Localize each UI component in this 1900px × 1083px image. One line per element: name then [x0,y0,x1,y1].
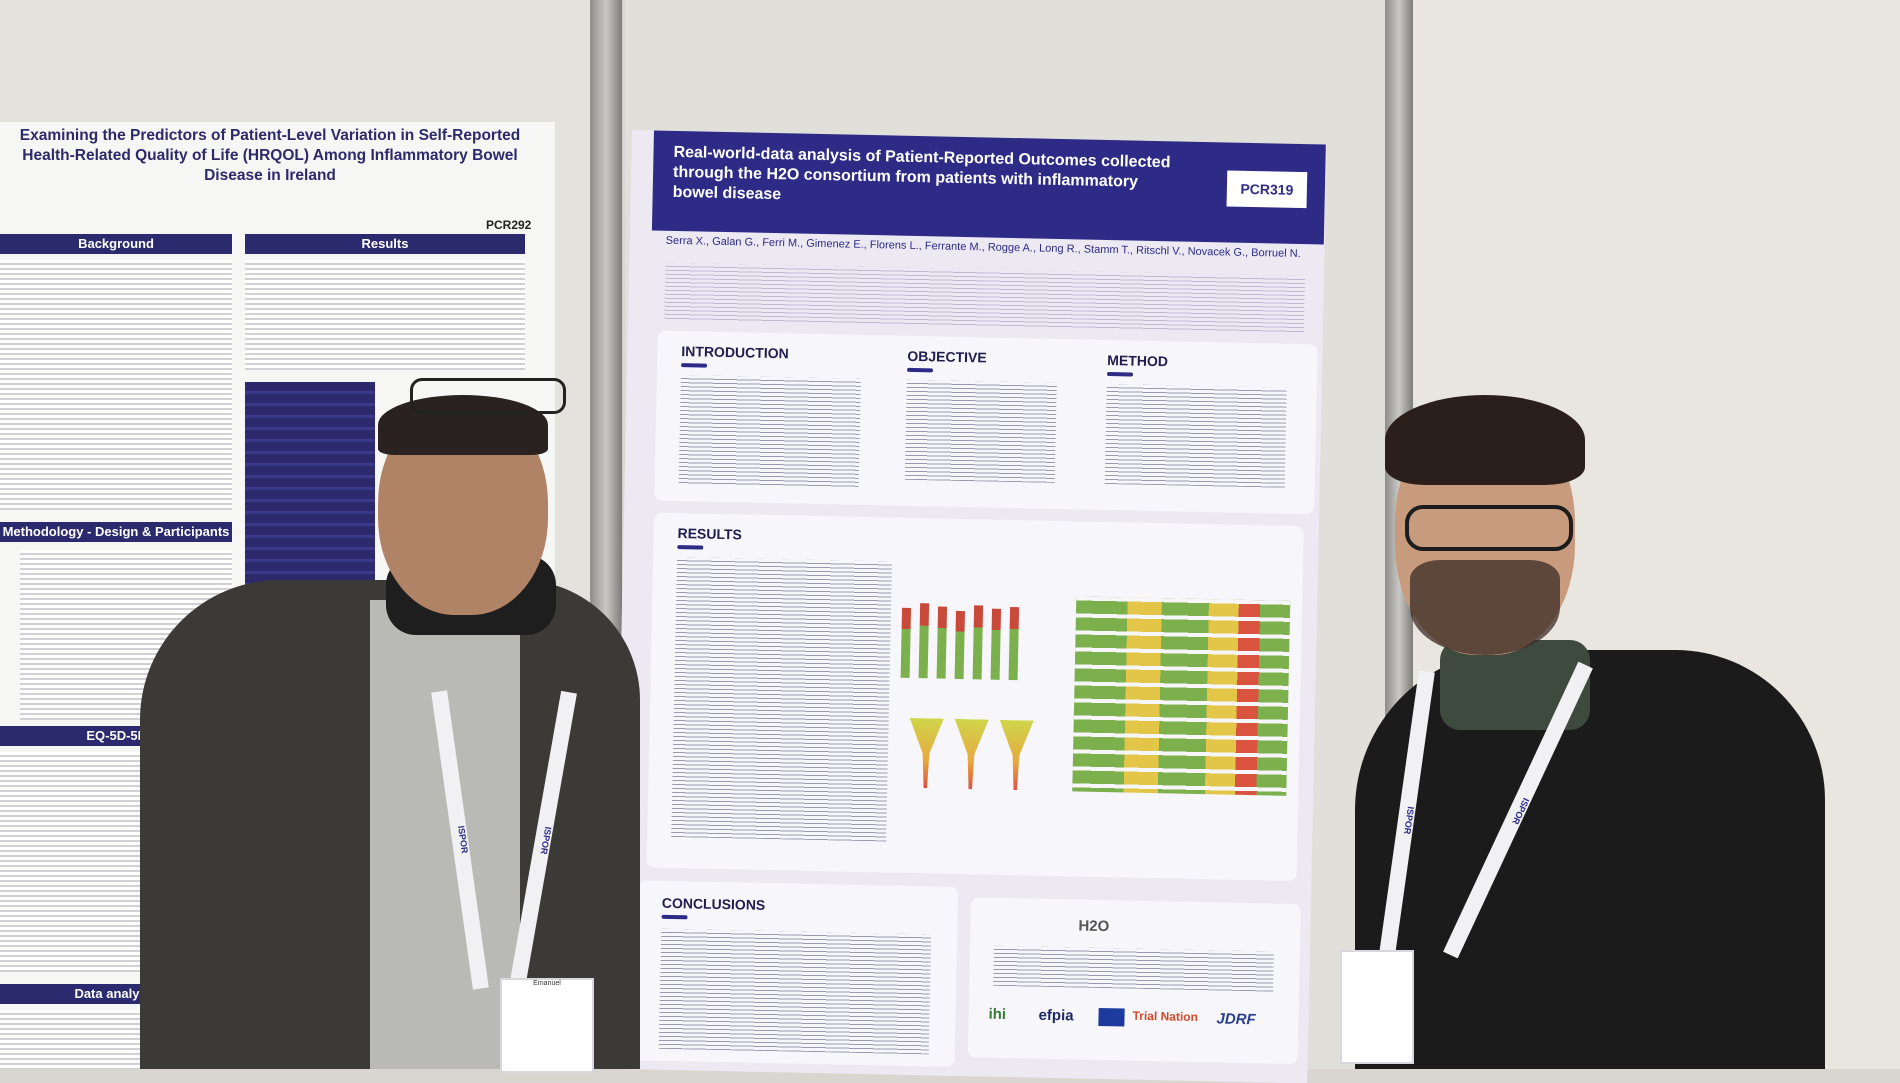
conclusions-panel: CONCLUSIONS [634,880,959,1067]
method-underline [1106,372,1134,377]
badge-name: Emanuel [533,980,561,987]
left-person-shirt [370,600,520,1069]
eu-flag-icon [1098,1007,1125,1027]
remission-bar [1008,607,1020,681]
trial-nation-logo: Trial Nation [1132,1008,1199,1025]
section-results: Results [245,234,525,254]
funding-text [993,945,1274,992]
objective-underline [906,367,934,373]
right-person-sweater [1355,650,1825,1069]
results-text [671,557,893,842]
conclusions-heading: CONCLUSIONS [661,894,766,913]
sunglasses-on-head [410,378,566,414]
name-badge-right [1340,950,1414,1064]
left-poster-title: Examining the Predictors of Patient-Leve… [19,127,521,184]
remission-bar [954,610,965,680]
introduction-text [678,375,861,489]
poster-code: PCR319 [1226,170,1308,209]
remission-bar [990,608,1002,680]
background-text [0,260,232,510]
method-heading: METHOD [1107,352,1169,370]
remission-bar [900,607,912,678]
poster-affiliations [664,262,1306,335]
ihi-logo: ihi [988,1005,1007,1024]
results-underline [677,545,704,550]
introduction-underline [681,363,708,368]
conclusions-underline [661,914,688,920]
remission-bar [972,605,984,680]
left-person-hair [378,395,548,455]
section-methodology: Methodology - Design & Participants [0,522,232,542]
jdrf-logo: JDRF [1216,1010,1256,1029]
efpia-logo: efpia [1038,1006,1074,1025]
h2o-logo: H2O [1078,917,1110,936]
violin-plot [998,720,1033,791]
right-person-hair [1385,395,1585,485]
ibd-control-heatmap [1072,596,1291,796]
conclusions-text [658,928,932,1055]
results-heading: RESULTS [677,525,743,543]
poster-header: Real-world-data analysis of Patient-Repo… [651,130,1326,245]
remission-bar [918,603,930,679]
poster-title: Real-world-data analysis of Patient-Repo… [672,143,1171,204]
right-poster: Real-world-data analysis of Patient-Repo… [612,130,1327,1083]
eyeglasses [1405,505,1573,551]
objective-text [904,379,1057,483]
results-text [245,260,525,370]
intro-panel: INTRODUCTION OBJECTIVE METHOD [654,330,1318,515]
violin-plot [953,719,988,790]
violin-plot [908,718,943,789]
method-text [1104,383,1287,488]
introduction-heading: INTRODUCTION [681,343,789,362]
results-panel: RESULTS [646,512,1304,882]
left-poster-code: PCR292 [486,218,532,232]
name-badge: Emanuel [500,978,594,1073]
right-person-beard [1410,560,1560,655]
remission-bar [936,606,948,679]
funding-panel: H2O ihi efpia Trial Nation JDRF [967,897,1301,1065]
section-background: Background [0,234,232,254]
objective-heading: OBJECTIVE [907,347,987,366]
